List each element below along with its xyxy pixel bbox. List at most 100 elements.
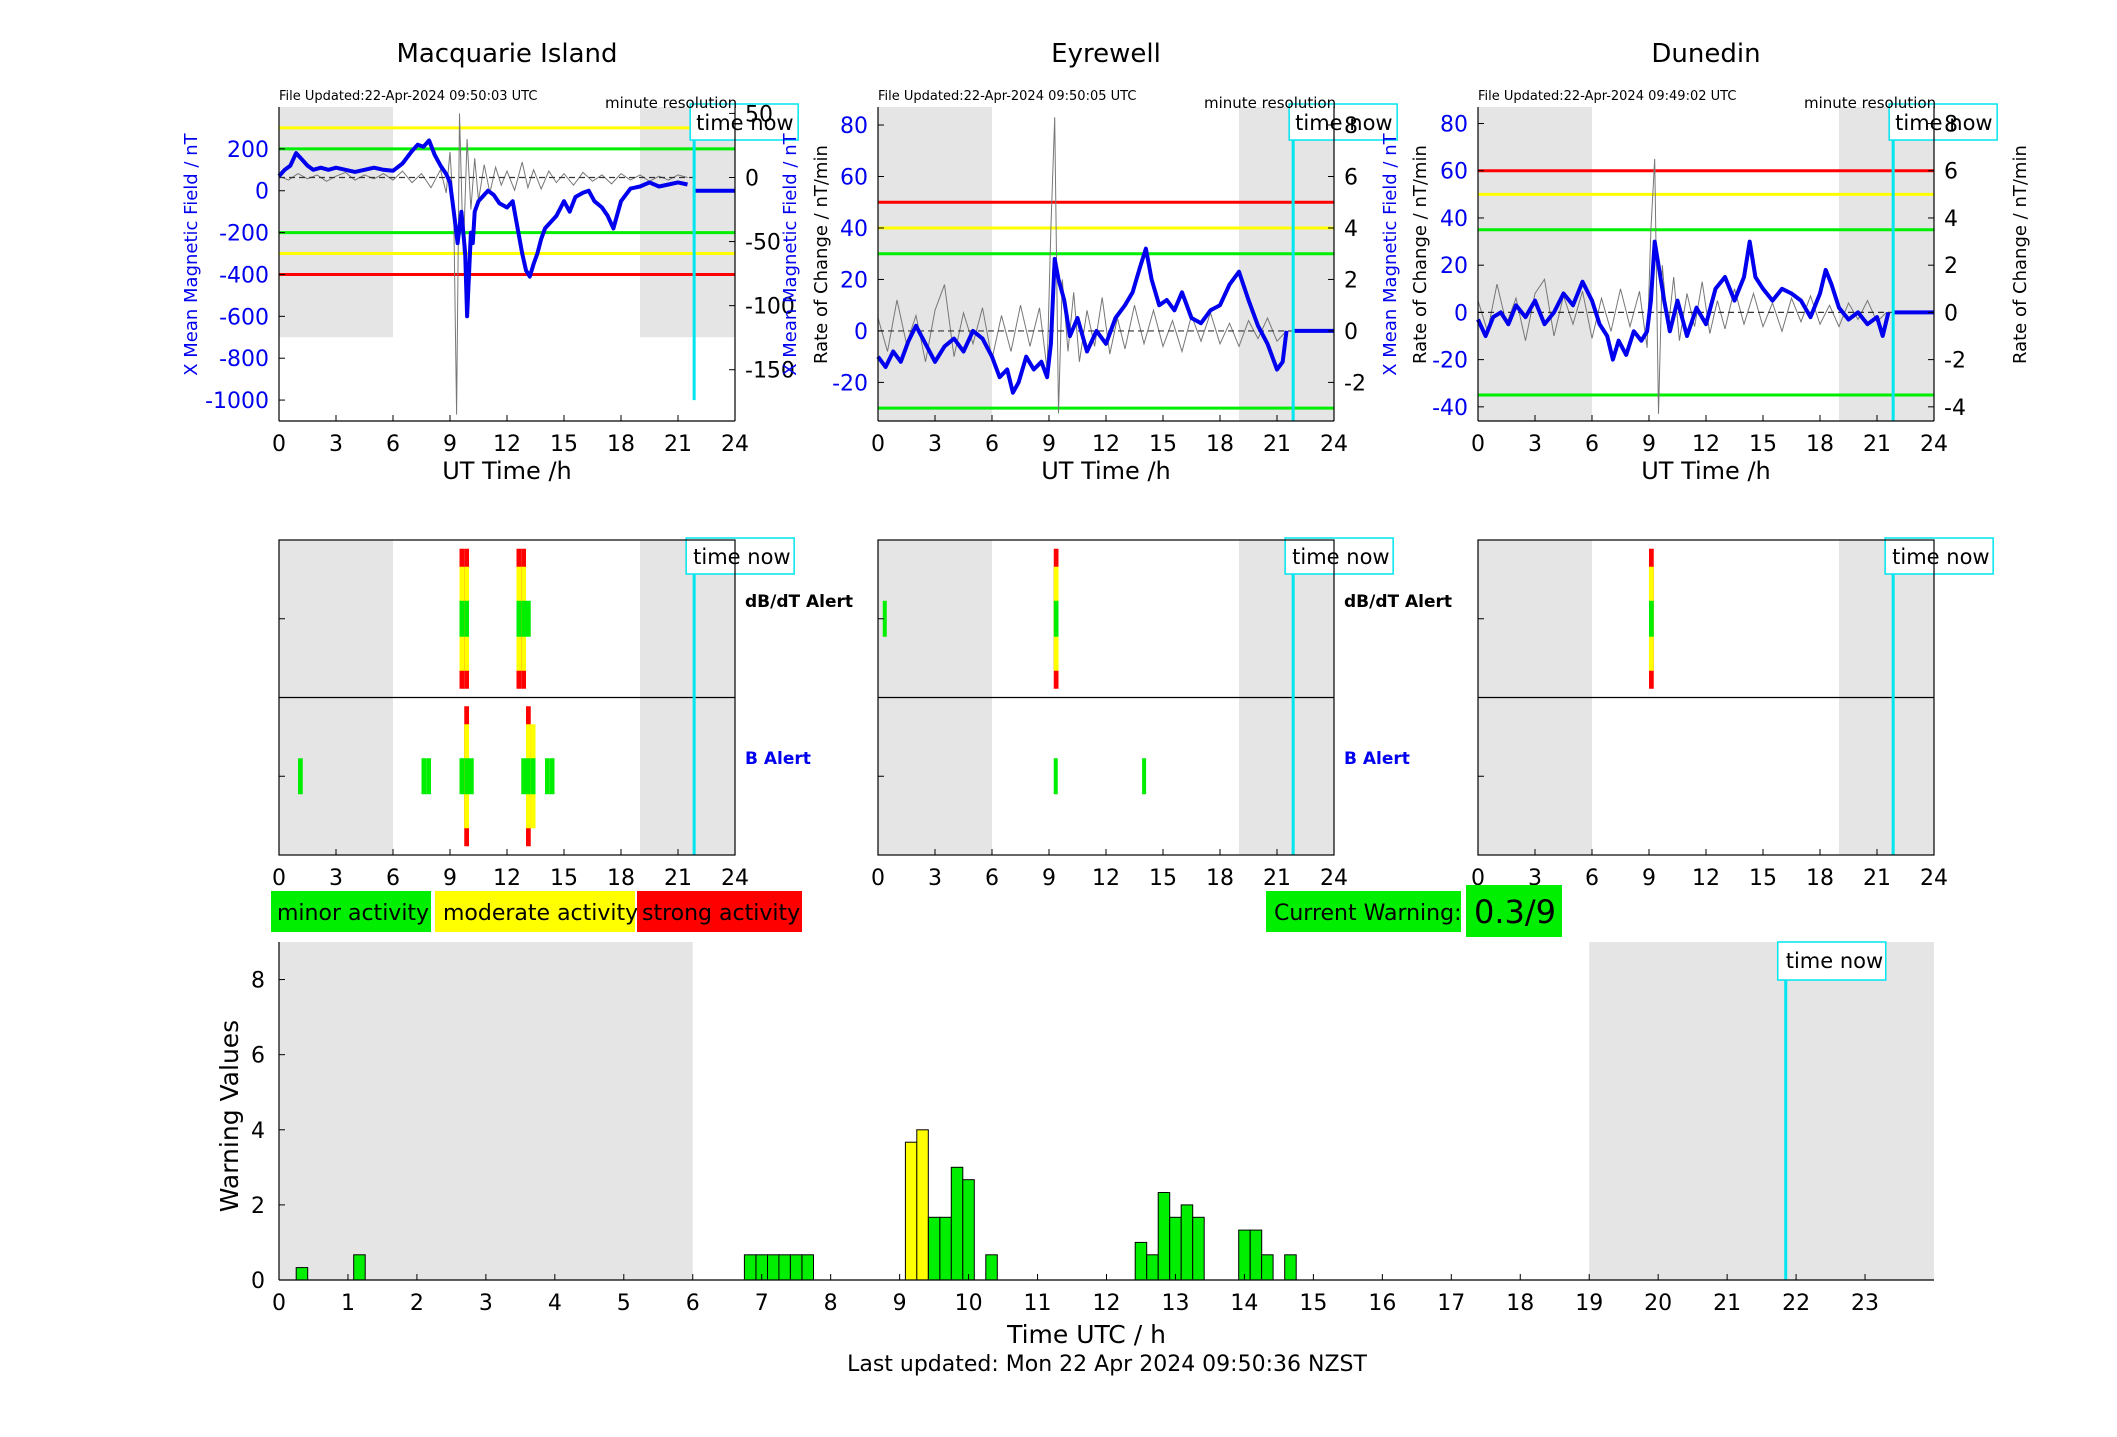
warning-bar bbox=[1157, 1192, 1171, 1281]
eyrewell-x-tick-label: 15 bbox=[1149, 432, 1177, 457]
macquarie-island-time-now-label: time now bbox=[696, 111, 793, 135]
warning-bar bbox=[767, 1254, 780, 1281]
macquarie-island-y-axis-label: X Mean Magnetic Field / nT bbox=[181, 132, 202, 375]
macquarie-island-b-alert-minor bbox=[545, 758, 550, 795]
dunedin-alert-x-tick-label: 12 bbox=[1692, 866, 1720, 891]
warning-x-tick-label: 10 bbox=[955, 1291, 983, 1316]
eyrewell-b-alert-minor bbox=[1142, 758, 1147, 795]
eyrewell-alert-x-tick-label: 3 bbox=[928, 866, 942, 891]
warning-bar bbox=[1284, 1254, 1297, 1281]
eyrewell-y-right-tick-label: 8 bbox=[1344, 114, 1358, 139]
warning-bar bbox=[916, 1129, 929, 1281]
eyrewell-night-shade bbox=[878, 107, 992, 421]
macquarie-island-minute-resolution: minute resolution bbox=[605, 94, 737, 112]
eyrewell-alert-x-tick-label: 18 bbox=[1206, 866, 1234, 891]
warning-bar bbox=[939, 1216, 952, 1281]
eyrewell-alert-x-tick-label: 6 bbox=[985, 866, 999, 891]
warning-bar bbox=[353, 1254, 366, 1281]
macquarie-island-b-alert-minor bbox=[298, 758, 303, 795]
macquarie-island-x-tick-label: 9 bbox=[443, 432, 457, 457]
macquarie-island-x-tick-label: 12 bbox=[493, 432, 521, 457]
dunedin-alert-panel: time now 0 3 6 9 12 15 18 21 24 bbox=[1471, 537, 1994, 891]
warning-x-tick-label: 3 bbox=[479, 1291, 493, 1316]
dunedin-y-right-tick-label: -2 bbox=[1944, 349, 1966, 374]
eyrewell-dbdt-alert-minor bbox=[882, 600, 887, 637]
macquarie-island-y-right-tick-label: -100 bbox=[745, 295, 795, 320]
macquarie-island-field-line bbox=[277, 138, 688, 319]
dunedin-y-tick-label: 40 bbox=[1440, 207, 1468, 232]
eyrewell-night-shade bbox=[1239, 107, 1334, 421]
legend-moderate-swatch bbox=[435, 891, 635, 932]
dunedin-y-right-tick-label: 4 bbox=[1944, 207, 1958, 232]
dunedin-y-tick-label: 60 bbox=[1440, 160, 1468, 185]
macquarie-island-b-alert-minor bbox=[469, 758, 474, 795]
warning-x-tick-label: 12 bbox=[1093, 1291, 1121, 1316]
macquarie-island-alert-panel: time now 0 3 6 9 12 15 18 21 24 dB/dT Alert B Alert bbox=[272, 537, 853, 891]
dunedin-alert-x-tick-label: 0 bbox=[1471, 866, 1485, 891]
warning-bar bbox=[1169, 1216, 1182, 1281]
dunedin-title: Dunedin bbox=[1651, 39, 1760, 69]
macquarie-island-title: Macquarie Island bbox=[396, 39, 617, 69]
eyrewell-y-axis-label: X Mean Magnetic Field / nT bbox=[780, 132, 801, 375]
macquarie-island-dbdt-alert-minor bbox=[459, 600, 465, 637]
warning-bar bbox=[927, 1216, 941, 1281]
eyrewell-y-tick-label: 80 bbox=[840, 114, 868, 139]
macquarie-island-y-right-tick-label: -150 bbox=[745, 359, 795, 384]
eyrewell-x-tick-label: 24 bbox=[1320, 432, 1348, 457]
warning-bar bbox=[1249, 1229, 1263, 1281]
eyrewell-b-alert-label: B Alert bbox=[1344, 749, 1410, 769]
warning-bar bbox=[801, 1254, 814, 1281]
warning-bar bbox=[904, 1141, 918, 1281]
current-warning: Current Warning: 0.3/9 bbox=[1266, 885, 1562, 937]
warning-x-tick-label: 17 bbox=[1437, 1291, 1465, 1316]
dunedin-night-shade bbox=[1839, 107, 1934, 421]
macquarie-island-y-tick-label: 0 bbox=[255, 180, 269, 205]
eyrewell-x-tick-label: 12 bbox=[1092, 432, 1120, 457]
macquarie-island-y-right-tick-label: -50 bbox=[745, 231, 781, 256]
legend-moderate-label: moderate activity bbox=[443, 901, 638, 926]
dunedin-alert-x-tick-label: 24 bbox=[1920, 866, 1948, 891]
dunedin-y-right-tick-label: 0 bbox=[1944, 301, 1958, 326]
eyrewell-y-tick-label: 20 bbox=[840, 268, 868, 293]
macquarie-island-y-tick-label: -800 bbox=[219, 347, 269, 372]
eyrewell-alert-x-tick-label: 24 bbox=[1320, 866, 1348, 891]
warning-bar bbox=[1192, 1216, 1205, 1281]
warning-y-tick-label: 2 bbox=[251, 1194, 265, 1219]
eyrewell-alert-time-now-box bbox=[1284, 537, 1394, 575]
dunedin-y-tick-label: 80 bbox=[1440, 113, 1468, 138]
warning-x-tick-label: 7 bbox=[755, 1291, 769, 1316]
eyrewell-minute-resolution: minute resolution bbox=[1204, 94, 1336, 112]
macquarie-island-y-tick-label: 200 bbox=[227, 138, 269, 163]
macquarie-island-y-tick-label: -1000 bbox=[205, 389, 269, 414]
macquarie-island-b-alert-minor bbox=[426, 758, 431, 795]
macquarie-island-x-tick-label: 3 bbox=[329, 432, 343, 457]
eyrewell-x-tick-label: 9 bbox=[1042, 432, 1056, 457]
dunedin-alert-x-tick-label: 21 bbox=[1863, 866, 1891, 891]
macquarie-island-alert-x-tick-label: 18 bbox=[607, 866, 635, 891]
macquarie-island-alert-x-tick-label: 12 bbox=[493, 866, 521, 891]
eyrewell-y-right-tick-label: 2 bbox=[1344, 268, 1358, 293]
warning-x-tick-label: 1 bbox=[341, 1291, 355, 1316]
eyrewell-field-line bbox=[876, 246, 1289, 395]
dunedin-x-tick-label: 3 bbox=[1528, 432, 1542, 457]
macquarie-island-y-right-axis-label: Rate of Change / nT/min bbox=[811, 145, 832, 364]
macquarie-island-y-tick-label: -200 bbox=[219, 222, 269, 247]
warning-x-tick-label: 6 bbox=[686, 1291, 700, 1316]
macquarie-island-x-tick-label: 24 bbox=[721, 432, 749, 457]
macquarie-island-x-tick-label: 0 bbox=[272, 432, 286, 457]
macquarie-island-alert-x-tick-label: 15 bbox=[550, 866, 578, 891]
warning-y-tick-label: 6 bbox=[251, 1044, 265, 1069]
warning-x-tick-label: 21 bbox=[1713, 1291, 1741, 1316]
macquarie-island-alert-x-tick-label: 9 bbox=[443, 866, 457, 891]
macquarie-island-field-chart: time now 0 3 6 9 12 15 18 21 24 200 0 -200 -400 -600 -8… bbox=[181, 39, 832, 485]
dunedin-x-tick-label: 0 bbox=[1471, 432, 1485, 457]
eyrewell-y-right-tick-label: -2 bbox=[1344, 371, 1366, 396]
macquarie-island-alert-time-now-box bbox=[685, 537, 795, 575]
dunedin-minute-resolution: minute resolution bbox=[1804, 94, 1936, 112]
warning-y-tick-label: 0 bbox=[251, 1269, 265, 1294]
dunedin-time-now-label: time now bbox=[1895, 111, 1992, 135]
warning-x-tick-label: 14 bbox=[1230, 1291, 1258, 1316]
eyrewell-b-alert-minor bbox=[1053, 758, 1058, 795]
dunedin-file-updated: File Updated:22-Apr-2024 09:49:02 UTC bbox=[1478, 89, 1736, 104]
